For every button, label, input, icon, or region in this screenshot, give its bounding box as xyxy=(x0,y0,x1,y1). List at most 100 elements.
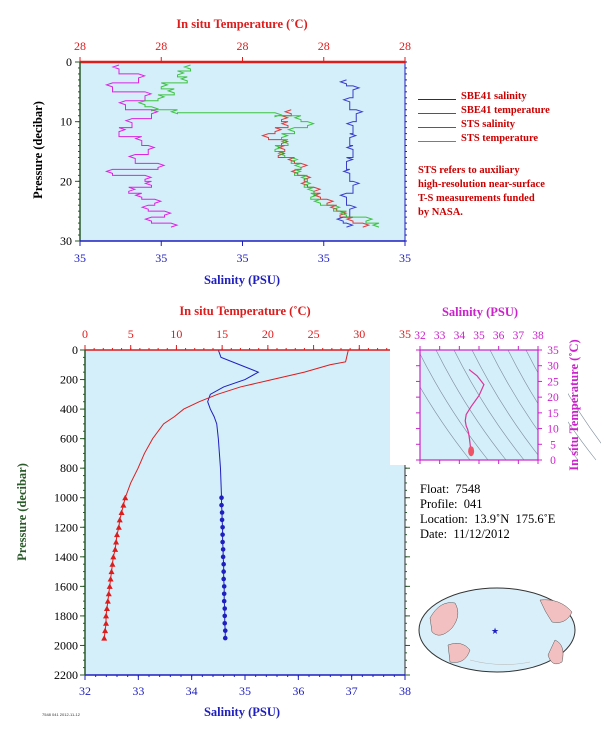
footer-text: 7548 041 2012-11-12 xyxy=(42,712,80,717)
temperature-point xyxy=(112,546,119,552)
bottom-temp-tick-label: 25 xyxy=(308,327,320,341)
ts-x-tick-label: 35 xyxy=(473,330,485,342)
legend-label-sbe41-temperature: SBE41 temperature xyxy=(461,105,550,116)
top-bottom-tick-label: 35 xyxy=(155,251,167,265)
legend-swatch-sts-salinity xyxy=(418,127,456,128)
salinity-point xyxy=(220,524,225,530)
bottom-sal-tick-label: 36 xyxy=(292,684,304,698)
bottom-temperature-axis-title: In situ Temperature (˚C) xyxy=(179,304,310,318)
legend-swatch-sbe41-temperature xyxy=(418,113,456,114)
temperature-point xyxy=(118,509,125,515)
bottom-y-tick-label: 2200 xyxy=(54,668,78,682)
salinity-point xyxy=(220,547,226,552)
temperature-point xyxy=(110,553,117,560)
temperature-point xyxy=(108,568,115,575)
map-north-america-landmass xyxy=(539,599,573,623)
top-y-tick-label: 10 xyxy=(60,115,72,129)
bottom-y-tick-label: 1200 xyxy=(54,520,78,534)
ts-plot-area xyxy=(420,350,538,460)
ts-mask-right xyxy=(538,345,568,465)
temperature-point xyxy=(101,635,108,641)
ts-x-tick-label: 34 xyxy=(454,330,466,342)
ts-x-tick-label: 38 xyxy=(532,330,544,342)
temperature-point xyxy=(103,605,110,612)
legend-label-sbe41-salinity: SBE41 salinity xyxy=(461,91,527,102)
legend-swatch-sts-temperature xyxy=(418,141,456,142)
ts-y-tick-label: 5 xyxy=(550,439,556,451)
date-info: Date: 11/12/2012 xyxy=(420,527,510,541)
bottom-y-tick-label: 400 xyxy=(60,402,78,416)
profile-info: Profile: 041 xyxy=(420,497,483,511)
ts-x-tick-label: 36 xyxy=(493,330,505,342)
ts-salinity-axis-title: Salinity (PSU) xyxy=(442,305,518,319)
ts-mask-left xyxy=(390,345,420,465)
top-top-tick-label: 28 xyxy=(237,39,249,53)
salinity-point xyxy=(222,606,228,611)
bottom-sal-tick-label: 33 xyxy=(132,684,144,698)
bottom-y-tick-label: 600 xyxy=(60,432,78,446)
bottom-temp-tick-label: 20 xyxy=(262,327,274,341)
salinity-point xyxy=(222,620,228,626)
ts-y-tick-label: 25 xyxy=(547,376,559,388)
map-south-america-landmass xyxy=(547,639,564,665)
bottom-sal-tick-label: 35 xyxy=(239,684,251,698)
temperature-point xyxy=(105,590,112,597)
bottom-y-tick-label: 1000 xyxy=(54,491,78,505)
top-y-tick-label: 0 xyxy=(66,55,72,69)
note-line-2: high-resolution near-surface xyxy=(418,179,545,190)
top-bottom-tick-label: 35 xyxy=(399,251,411,265)
location-info: Location: 13.9˚N 175.6˚E xyxy=(420,512,556,526)
float-location-marker: ★ xyxy=(491,626,499,636)
legend-label-sts-salinity: STS salinity xyxy=(461,119,515,130)
ts-curve xyxy=(464,369,485,454)
ts-x-tick-label: 37 xyxy=(513,330,525,342)
bottom-y-tick-label: 2000 xyxy=(54,638,78,652)
top-top-tick-label: 28 xyxy=(318,39,330,53)
map-antarctic-outline xyxy=(469,659,531,665)
temperature-point xyxy=(113,539,120,545)
ts-deep-cluster xyxy=(468,446,475,457)
top-temperature-axis-title: In situ Temperature (˚C) xyxy=(176,17,307,31)
temperature-point xyxy=(120,502,127,508)
salinity-point xyxy=(221,576,226,582)
salinity-point xyxy=(220,554,226,560)
salinity-point xyxy=(221,591,227,597)
salinity-point xyxy=(222,635,228,641)
map-asia-landmass xyxy=(429,602,459,636)
salinity-point xyxy=(221,569,226,574)
temperature-point xyxy=(107,575,114,582)
ts-x-tick-label: 33 xyxy=(434,330,446,342)
ts-density-contour xyxy=(417,349,489,461)
note-line-3: T-S measurements funded xyxy=(418,193,535,204)
top-top-tick-label: 28 xyxy=(399,39,411,53)
salinity-point xyxy=(221,561,226,567)
bottom-temp-tick-label: 30 xyxy=(353,327,365,341)
salinity-point xyxy=(221,584,227,589)
salinity-point xyxy=(219,502,224,508)
map-australia-landmass xyxy=(447,643,471,663)
top-bottom-tick-label: 35 xyxy=(237,251,249,265)
salinity-point xyxy=(222,613,228,619)
note-line-1: STS refers to auxiliary xyxy=(418,165,520,176)
bottom-temp-tick-label: 35 xyxy=(399,327,411,341)
ts-density-contour xyxy=(471,349,543,461)
temperature-point xyxy=(116,516,123,523)
ts-density-contour xyxy=(453,349,525,461)
salinity-point xyxy=(219,495,224,501)
bottom-temp-tick-label: 0 xyxy=(82,327,88,341)
ts-y-tick-label: 10 xyxy=(547,424,559,436)
top-top-tick-label: 28 xyxy=(74,39,86,53)
ts-x-tick-label: 32 xyxy=(414,330,426,342)
note-line-4: by NASA. xyxy=(418,207,463,218)
bottom-y-tick-label: 200 xyxy=(60,373,78,387)
salinity-point xyxy=(222,628,228,633)
top-series-sts-salinity xyxy=(104,64,179,228)
top-top-tick-label: 28 xyxy=(155,39,167,53)
float-info: Float: 7548 xyxy=(420,482,481,496)
bottom-y-tick-label: 1800 xyxy=(54,609,78,623)
salinity-point xyxy=(221,598,227,604)
bottom-y-tick-label: 0 xyxy=(72,343,78,357)
bottom-plot-area xyxy=(85,350,405,675)
bottom-y-tick-label: 800 xyxy=(60,461,78,475)
top-salinity-axis-title: Salinity (PSU) xyxy=(204,273,280,287)
